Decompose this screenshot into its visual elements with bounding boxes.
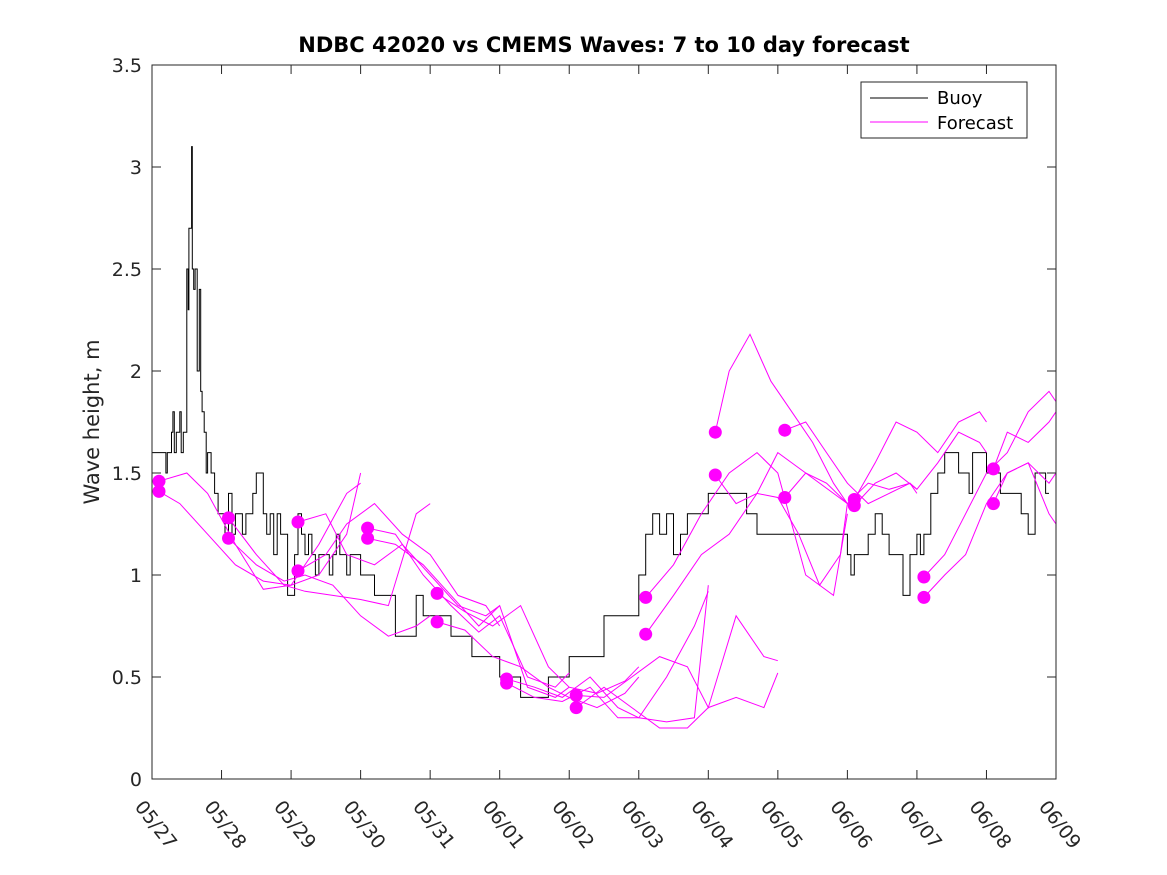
y-tick-label: 2.5 <box>112 259 142 281</box>
forecast-line <box>923 390 1057 578</box>
forecast-line <box>436 621 640 709</box>
forecast-line <box>436 592 640 694</box>
forecast-line <box>297 502 501 627</box>
forecast-start-marker <box>639 590 653 604</box>
forecast-start-marker <box>917 570 931 584</box>
forecast-line <box>923 462 1057 598</box>
forecast-start-marker <box>986 497 1000 511</box>
y-axis-label: Wave height, m <box>80 339 104 504</box>
y-tick-label: 1 <box>130 565 142 587</box>
y-axis: 0 0.5 1 1.5 2 2.5 3 3.5 <box>112 55 1056 791</box>
forecast-start-marker <box>500 676 514 690</box>
y-tick-label: 1.5 <box>112 463 142 485</box>
forecast-start-marker <box>708 425 722 439</box>
forecast-line <box>992 411 1057 470</box>
buoy-series <box>152 146 1049 698</box>
forecast-start-marker <box>778 491 792 504</box>
forecast-line <box>714 333 848 504</box>
forecast-line <box>853 431 987 506</box>
y-tick-label: 3.5 <box>112 55 142 77</box>
forecast-line <box>367 537 570 698</box>
forecast-start-marker <box>152 474 166 488</box>
forecast-line <box>158 472 361 590</box>
forecast-start-marker <box>222 531 235 545</box>
forecast-start-marker <box>361 531 375 545</box>
forecast-start-marker <box>430 615 444 629</box>
forecast-line <box>576 614 778 709</box>
forecast-start-marker <box>361 521 375 535</box>
legend: Buoy Forecast <box>860 81 1028 139</box>
forecast-line <box>367 527 570 688</box>
forecast-start-marker <box>917 590 931 604</box>
forecast-line <box>714 474 848 587</box>
forecast-start-marker <box>847 499 861 513</box>
plot-frame <box>151 64 1057 780</box>
forecast-start-marker <box>152 484 166 498</box>
plot-area <box>152 65 1056 779</box>
forecast-line <box>228 537 431 637</box>
forecast-series <box>158 333 1057 729</box>
forecast-line <box>158 472 362 586</box>
forecast-markers <box>152 423 1000 715</box>
forecast-line <box>506 585 709 723</box>
forecast-start-marker <box>222 511 235 525</box>
y-tick-label: 0 <box>130 769 142 791</box>
y-tick-label: 2 <box>130 361 142 383</box>
forecast-line <box>506 591 709 719</box>
forecast-line <box>992 462 1057 525</box>
buoy-line <box>152 146 1049 698</box>
forecast-start-marker <box>639 627 653 641</box>
forecast-start-marker <box>569 688 583 702</box>
forecast-start-marker <box>291 564 305 578</box>
legend-box <box>860 81 1028 139</box>
legend-forecast-label: Forecast <box>937 113 1013 134</box>
forecast-start-marker <box>291 515 305 529</box>
y-tick-label: 3 <box>130 157 142 179</box>
chart-title: NDBC 42020 vs CMEMS Waves: 7 to 10 day f… <box>298 33 909 57</box>
forecast-line <box>575 672 779 729</box>
forecast-start-marker <box>986 462 1000 476</box>
forecast-start-marker <box>708 468 722 482</box>
forecast-start-marker <box>569 701 583 715</box>
forecast-line <box>228 503 431 607</box>
forecast-start-marker <box>430 586 444 600</box>
legend-buoy-label: Buoy <box>937 88 983 109</box>
forecast-start-marker <box>778 423 792 437</box>
y-tick-label: 0.5 <box>112 667 142 689</box>
forecast-line <box>853 411 987 500</box>
forecast-line <box>645 451 848 598</box>
